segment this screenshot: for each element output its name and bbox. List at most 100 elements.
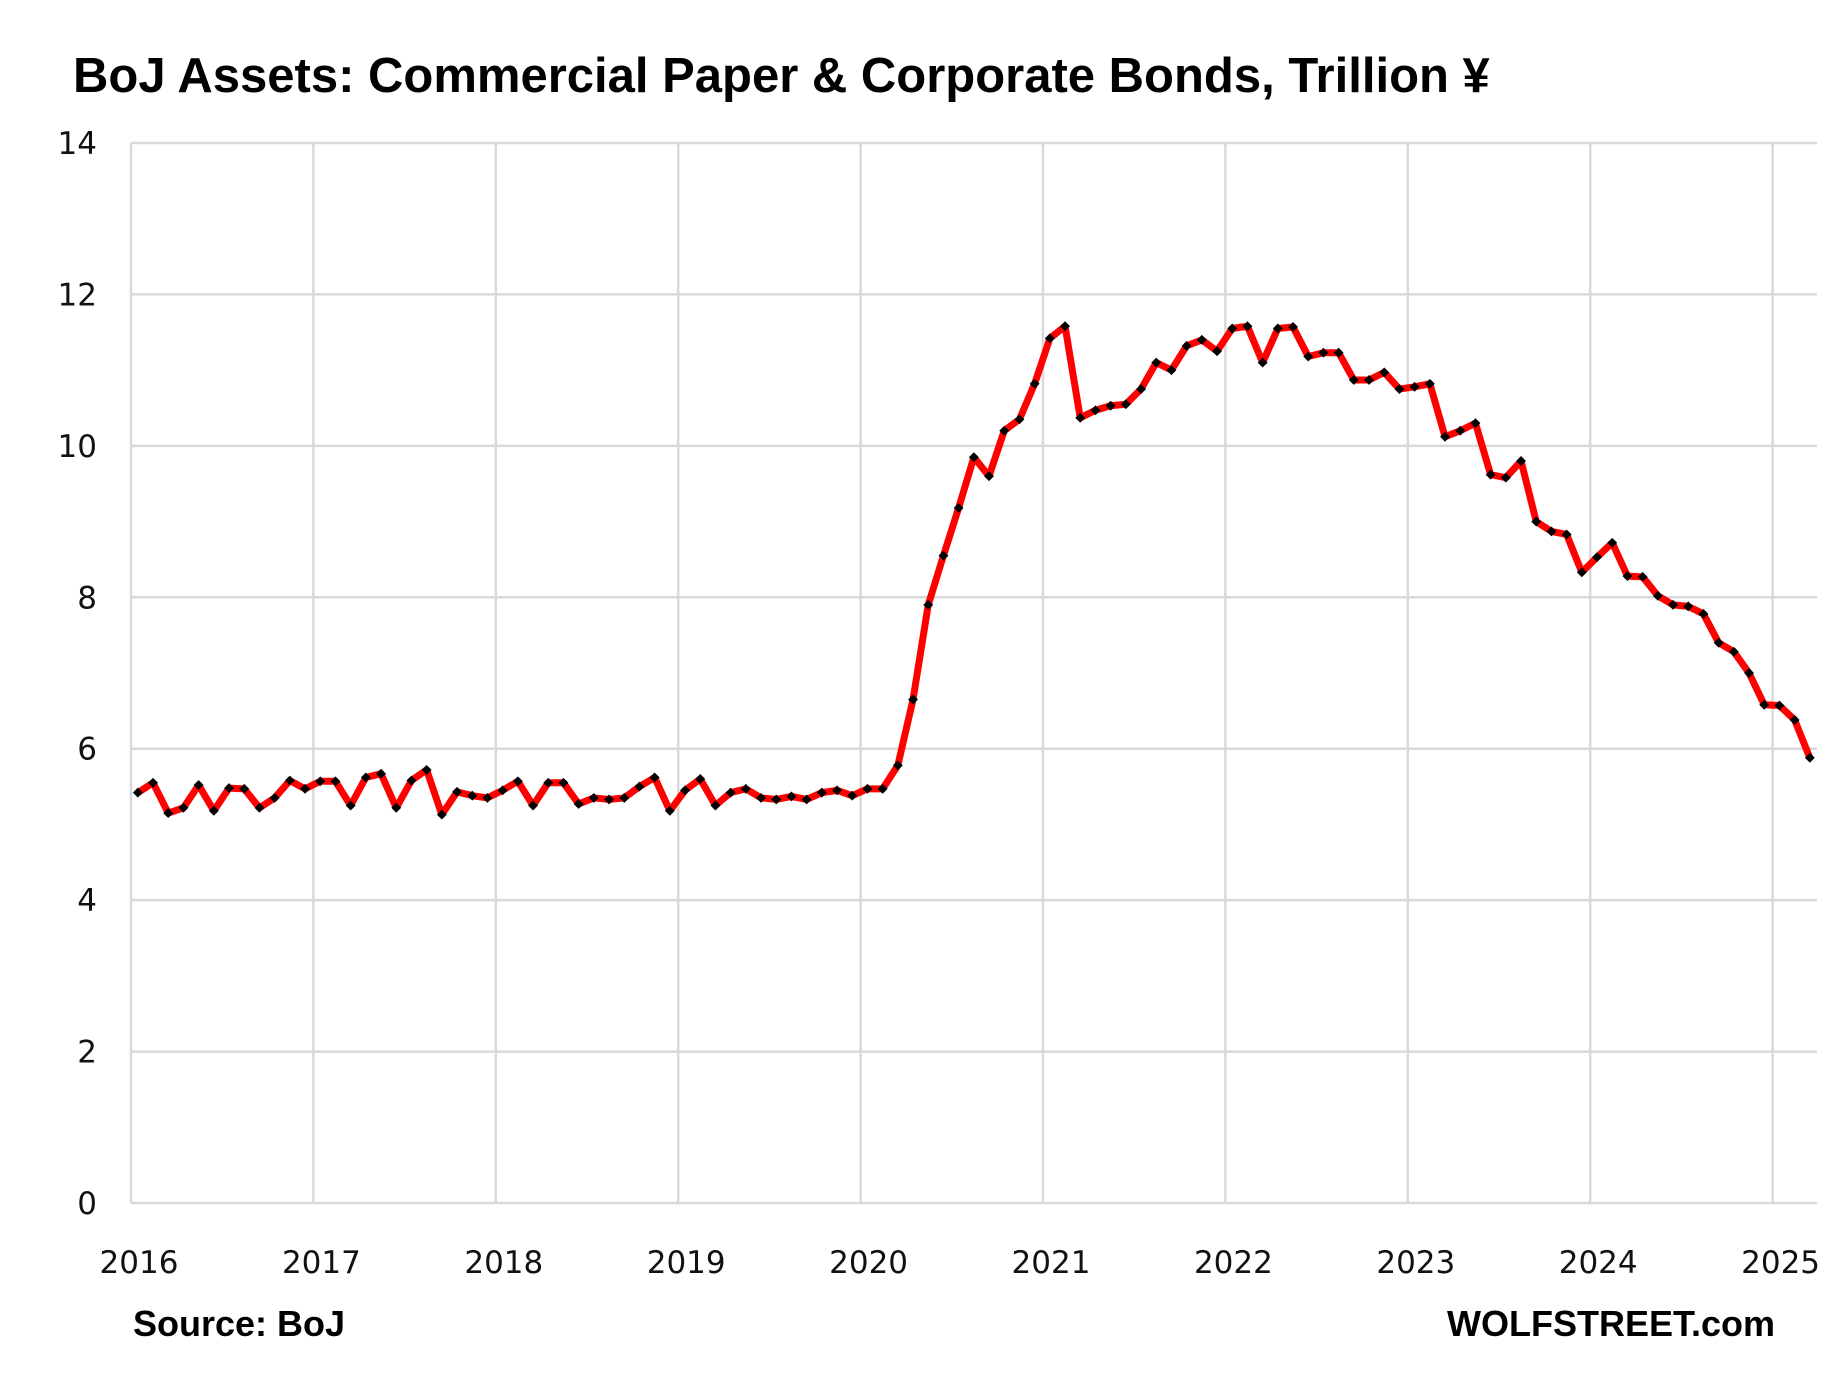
data-point — [1090, 405, 1101, 416]
data-point — [315, 776, 326, 787]
data-point — [984, 471, 994, 482]
data-point — [1105, 400, 1116, 411]
data-point — [1500, 472, 1511, 483]
data-point — [497, 785, 508, 796]
y-tick-label: 4 — [77, 883, 97, 919]
x-tick-label: 2019 — [647, 1245, 726, 1281]
data-point — [1455, 425, 1466, 436]
y-axis: 0 2 4 6 8 10 12 14 — [58, 126, 97, 1222]
data-point — [1029, 378, 1040, 389]
data-point — [1166, 365, 1177, 376]
x-tick-label: 2017 — [282, 1245, 361, 1281]
data-point — [512, 776, 523, 787]
data-point — [1409, 381, 1420, 392]
data-point — [1044, 333, 1055, 344]
data-point — [1774, 700, 1785, 711]
data-point — [239, 783, 250, 794]
data-point — [1120, 399, 1131, 410]
data-point — [1257, 357, 1268, 368]
data-point — [543, 777, 554, 788]
data-point — [938, 550, 949, 561]
y-tick-label: 14 — [58, 126, 97, 162]
y-tick-label: 2 — [77, 1035, 97, 1071]
data-point — [664, 805, 675, 816]
series-line — [132, 321, 1815, 820]
data-point — [1379, 367, 1390, 378]
data-point — [345, 800, 356, 811]
data-point — [1592, 552, 1602, 563]
data-point — [1394, 384, 1405, 395]
data-point — [436, 809, 447, 820]
data-point — [1060, 321, 1070, 332]
data-point — [816, 787, 827, 798]
data-point — [1136, 384, 1146, 395]
y-tick-label: 10 — [58, 429, 97, 465]
data-point — [1364, 375, 1374, 385]
grid — [129, 141, 1817, 1205]
data-point — [178, 802, 189, 813]
data-point — [1212, 346, 1222, 357]
x-tick-label: 2020 — [829, 1245, 908, 1281]
data-point — [892, 760, 903, 771]
data-point — [1242, 321, 1253, 332]
data-point — [208, 805, 219, 816]
data-point — [740, 783, 751, 794]
data-point — [1348, 375, 1359, 385]
data-point — [1014, 414, 1025, 425]
data-point — [923, 599, 934, 610]
data-point — [953, 502, 964, 513]
x-tick-label: 2025 — [1741, 1245, 1820, 1281]
data-point — [376, 768, 386, 779]
data-point — [877, 783, 888, 794]
data-point — [634, 781, 645, 792]
data-point — [1804, 752, 1815, 763]
data-point — [1196, 334, 1207, 345]
data-point — [1227, 323, 1238, 334]
x-tick-label: 2016 — [100, 1245, 179, 1281]
source-label: Source: BoJ — [133, 1303, 345, 1344]
y-tick-label: 6 — [77, 732, 97, 768]
data-point — [908, 694, 918, 705]
data-point — [1546, 526, 1557, 537]
data-point — [710, 800, 721, 811]
data-point — [528, 800, 538, 811]
data-point — [1713, 637, 1724, 648]
data-point — [1531, 516, 1542, 527]
data-point — [1637, 571, 1648, 582]
data-point — [1333, 347, 1344, 358]
data-point — [452, 786, 462, 797]
data-point — [1698, 608, 1709, 619]
data-point — [163, 808, 174, 819]
data-point — [832, 785, 842, 796]
data-point — [619, 792, 630, 803]
data-point — [725, 787, 736, 798]
data-point — [1622, 571, 1633, 582]
data-point — [1607, 537, 1618, 548]
x-tick-label: 2018 — [464, 1245, 543, 1281]
data-point — [1485, 469, 1496, 480]
data-point — [391, 802, 402, 813]
series-path — [135, 322, 1814, 819]
data-point — [999, 425, 1010, 436]
data-point — [1683, 601, 1694, 612]
data-point — [1424, 378, 1435, 389]
data-point — [1303, 351, 1314, 362]
x-axis: 2016 2017 2018 2019 2020 2021 2022 2023 2024 2025 — [100, 1245, 1821, 1281]
data-point — [588, 792, 599, 803]
data-point — [1759, 699, 1770, 710]
data-point — [406, 775, 417, 786]
data-point — [360, 772, 371, 783]
x-tick-label: 2023 — [1376, 1245, 1455, 1281]
data-point — [269, 792, 280, 803]
data-point — [254, 802, 265, 813]
data-point — [421, 764, 432, 775]
data-point — [467, 790, 478, 801]
data-point — [1652, 590, 1663, 601]
data-point — [786, 791, 797, 802]
data-point — [1561, 529, 1572, 540]
y-tick-label: 12 — [58, 277, 97, 313]
data-point — [300, 783, 310, 794]
data-point — [1576, 567, 1587, 578]
data-point — [862, 783, 873, 794]
